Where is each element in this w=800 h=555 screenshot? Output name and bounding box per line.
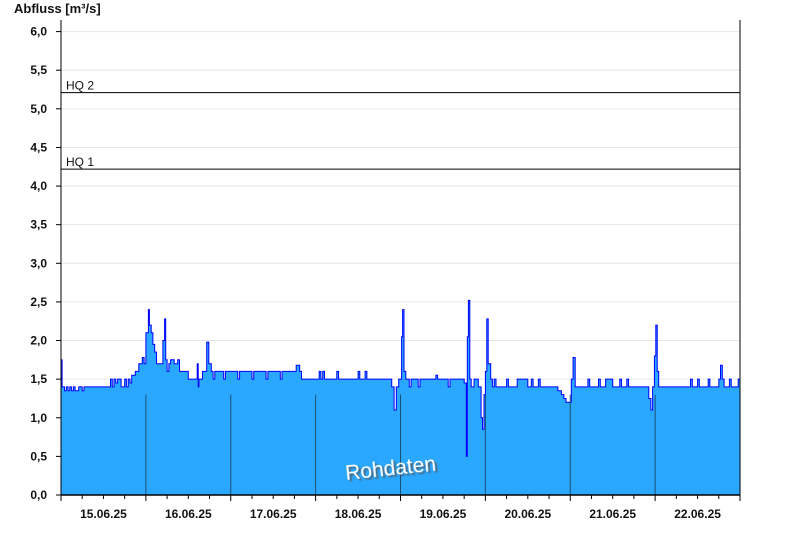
x-tick-label: 15.06.25 [80, 507, 127, 521]
threshold-label: HQ 2 [66, 79, 94, 93]
x-tick-label: 18.06.25 [335, 507, 382, 521]
axes [56, 20, 741, 501]
y-tick-label: 3,0 [30, 256, 47, 270]
x-tick-label: 16.06.25 [165, 507, 212, 521]
y-tick-label: 5,0 [30, 102, 47, 116]
y-tick-label: 2,0 [30, 334, 47, 348]
y-tick-label: 2,5 [30, 295, 47, 309]
y-tick-label: 1,0 [30, 411, 47, 425]
y-axis-title: Abfluss [m³/s] [14, 1, 101, 16]
x-tick-label: 22.06.25 [674, 507, 721, 521]
discharge-line [61, 299, 741, 457]
y-tick-label: 4,0 [30, 179, 47, 193]
y-tick-label: 4,5 [30, 140, 47, 154]
y-tick-label: 1,5 [30, 372, 47, 386]
y-tick-labels: 0,0 0,5 1,0 1,5 2,0 2,5 3,0 3,5 4,0 4,5 5,0 5,5 6,0 [30, 25, 47, 502]
day-separators [145, 394, 656, 495]
y-tick-label: 0,0 [30, 488, 47, 502]
x-tick-label: 17.06.25 [250, 507, 297, 521]
threshold-lines: HQ 1 HQ 2 [61, 79, 740, 170]
x-tick-label: 19.06.25 [420, 507, 467, 521]
y-tick-label: 0,5 [30, 449, 47, 463]
x-tick-label: 20.06.25 [504, 507, 551, 521]
x-tick-label: 21.06.25 [589, 507, 636, 521]
y-tick-label: 6,0 [30, 25, 47, 39]
threshold-label: HQ 1 [66, 155, 94, 169]
x-tick-labels: 15.06.25 16.06.25 17.06.25 18.06.25 19.06.25… [80, 507, 721, 521]
y-tick-label: 5,5 [30, 63, 47, 77]
y-tick-label: 3,5 [30, 218, 47, 232]
